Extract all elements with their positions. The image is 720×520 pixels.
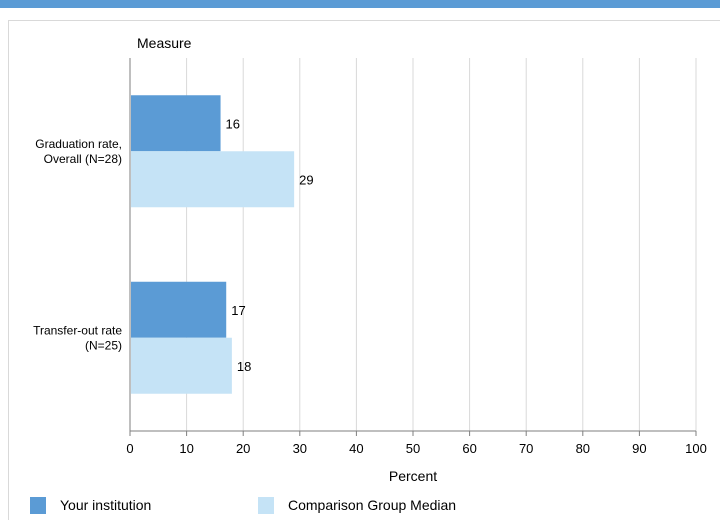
category-label: (N=25) [85,338,122,352]
bars: 16 29 17 18 [131,95,314,394]
category-labels: Graduation rate,Overall (N=28) Transfer-o… [33,137,122,353]
bar [131,95,221,152]
bar [131,281,227,338]
category-label: Graduation rate, [35,137,122,151]
legend: Your institution Comparison Group Median [30,497,456,514]
x-tick-label: 30 [293,441,307,456]
x-tick-label: 50 [406,441,420,456]
x-tick-label: 0 [126,441,133,456]
x-tick-label: 10 [179,441,193,456]
bar [131,337,232,394]
legend-label: Comparison Group Median [288,497,456,513]
x-axis-ticks: 0 10 20 30 40 50 60 70 80 90 100 [126,431,707,456]
category-label: Transfer-out rate [33,323,122,337]
legend-swatch [258,497,274,514]
x-tick-label: 80 [576,441,590,456]
data-label: 29 [299,172,313,187]
data-label: 18 [237,359,251,374]
x-tick-label: 70 [519,441,533,456]
x-tick-label: 100 [685,441,707,456]
x-tick-label: 60 [462,441,476,456]
x-tick-label: 20 [236,441,250,456]
x-tick-label: 40 [349,441,363,456]
legend-swatch [30,497,46,514]
data-label: 16 [226,116,240,131]
data-label: 17 [231,303,245,318]
grid-lines [186,58,697,431]
bar [131,151,295,208]
category-label: Overall (N=28) [44,152,122,166]
x-tick-label: 90 [632,441,646,456]
x-axis-title: Percent [389,468,437,484]
header-accent-bar [0,0,720,8]
y-axis-title: Measure [137,35,192,51]
chart-panel [8,20,720,520]
legend-label: Your institution [60,497,151,513]
